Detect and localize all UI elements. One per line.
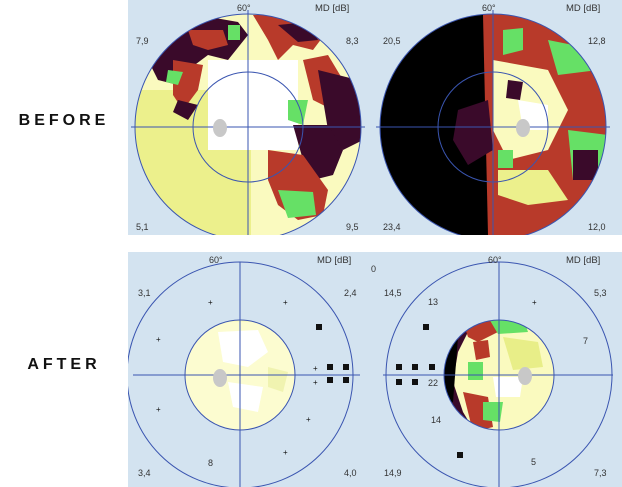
svg-text:+: +: [208, 298, 213, 307]
after-right-point-value-13: 13: [428, 297, 439, 307]
blind-spot-icon: [213, 369, 227, 387]
after-right-br-value: 7,3: [594, 468, 607, 478]
before-right-field: [380, 14, 606, 235]
svg-text:+: +: [532, 298, 537, 307]
before-right-tr-value: 12,8: [588, 36, 606, 46]
after-left-point-markers: + + + + + + + +: [156, 298, 349, 457]
after-panel: + + + + + + + +: [128, 252, 622, 487]
after-right-point-markers: +: [396, 298, 537, 458]
after-fields-graphic: + + + + + + + +: [128, 261, 613, 487]
after-left-tl-value: 3,1: [138, 288, 151, 298]
after-right-angle: 60°: [488, 255, 502, 265]
after-left-br-value: 4,0: [344, 468, 357, 478]
after-right-point-value-7: 7: [583, 336, 589, 346]
after-right-point-value-22: 22: [428, 378, 439, 388]
before-panel: 60° MD [dB] 7,9 8,3 5,1 9,5 60° MD [dB] …: [128, 0, 622, 235]
after-right-tr-value: 5,3: [594, 288, 607, 298]
after-right-point-value-14: 14: [431, 415, 442, 425]
before-left-br-value: 9,5: [346, 222, 359, 232]
svg-text:+: +: [156, 405, 161, 414]
svg-text:+: +: [306, 415, 311, 424]
after-right-point-value-5: 5: [531, 457, 537, 467]
after-left-angle: 60°: [209, 255, 223, 265]
svg-text:+: +: [313, 364, 318, 373]
after-left-point-value: 8: [208, 458, 214, 468]
before-right-angle: 60°: [482, 3, 496, 13]
after-right-tl-value: 14,5: [384, 288, 402, 298]
before-right-bl-value: 23,4: [383, 222, 401, 232]
before-right-tl-value: 20,5: [383, 36, 401, 46]
after-stray-value: 0: [371, 264, 377, 274]
before-left-bl-value: 5,1: [136, 222, 149, 232]
blind-spot-icon: [213, 119, 227, 137]
after-left-tr-value: 2,4: [344, 288, 357, 298]
svg-text:+: +: [283, 298, 288, 307]
after-left-md-label: MD [dB]: [317, 255, 352, 266]
before-right-md-label: MD [dB]: [566, 3, 601, 14]
before-label: BEFORE: [18, 112, 110, 129]
after-right-bl-value: 14,9: [384, 468, 402, 478]
before-left-md-label: MD [dB]: [315, 3, 350, 14]
before-left-tr-value: 8,3: [346, 36, 359, 46]
after-left-bl-value: 3,4: [138, 468, 151, 478]
after-label: AFTER: [27, 356, 101, 373]
before-right-br-value: 12,0: [588, 222, 606, 232]
svg-text:+: +: [313, 378, 318, 387]
blind-spot-icon: [516, 119, 530, 137]
blind-spot-icon: [518, 367, 532, 385]
svg-text:+: +: [283, 448, 288, 457]
before-left-tl-value: 7,9: [136, 36, 149, 46]
before-fields-graphic: [131, 10, 610, 235]
after-right-md-label: MD [dB]: [566, 255, 601, 266]
before-left-angle: 60°: [237, 3, 251, 13]
svg-text:+: +: [156, 335, 161, 344]
